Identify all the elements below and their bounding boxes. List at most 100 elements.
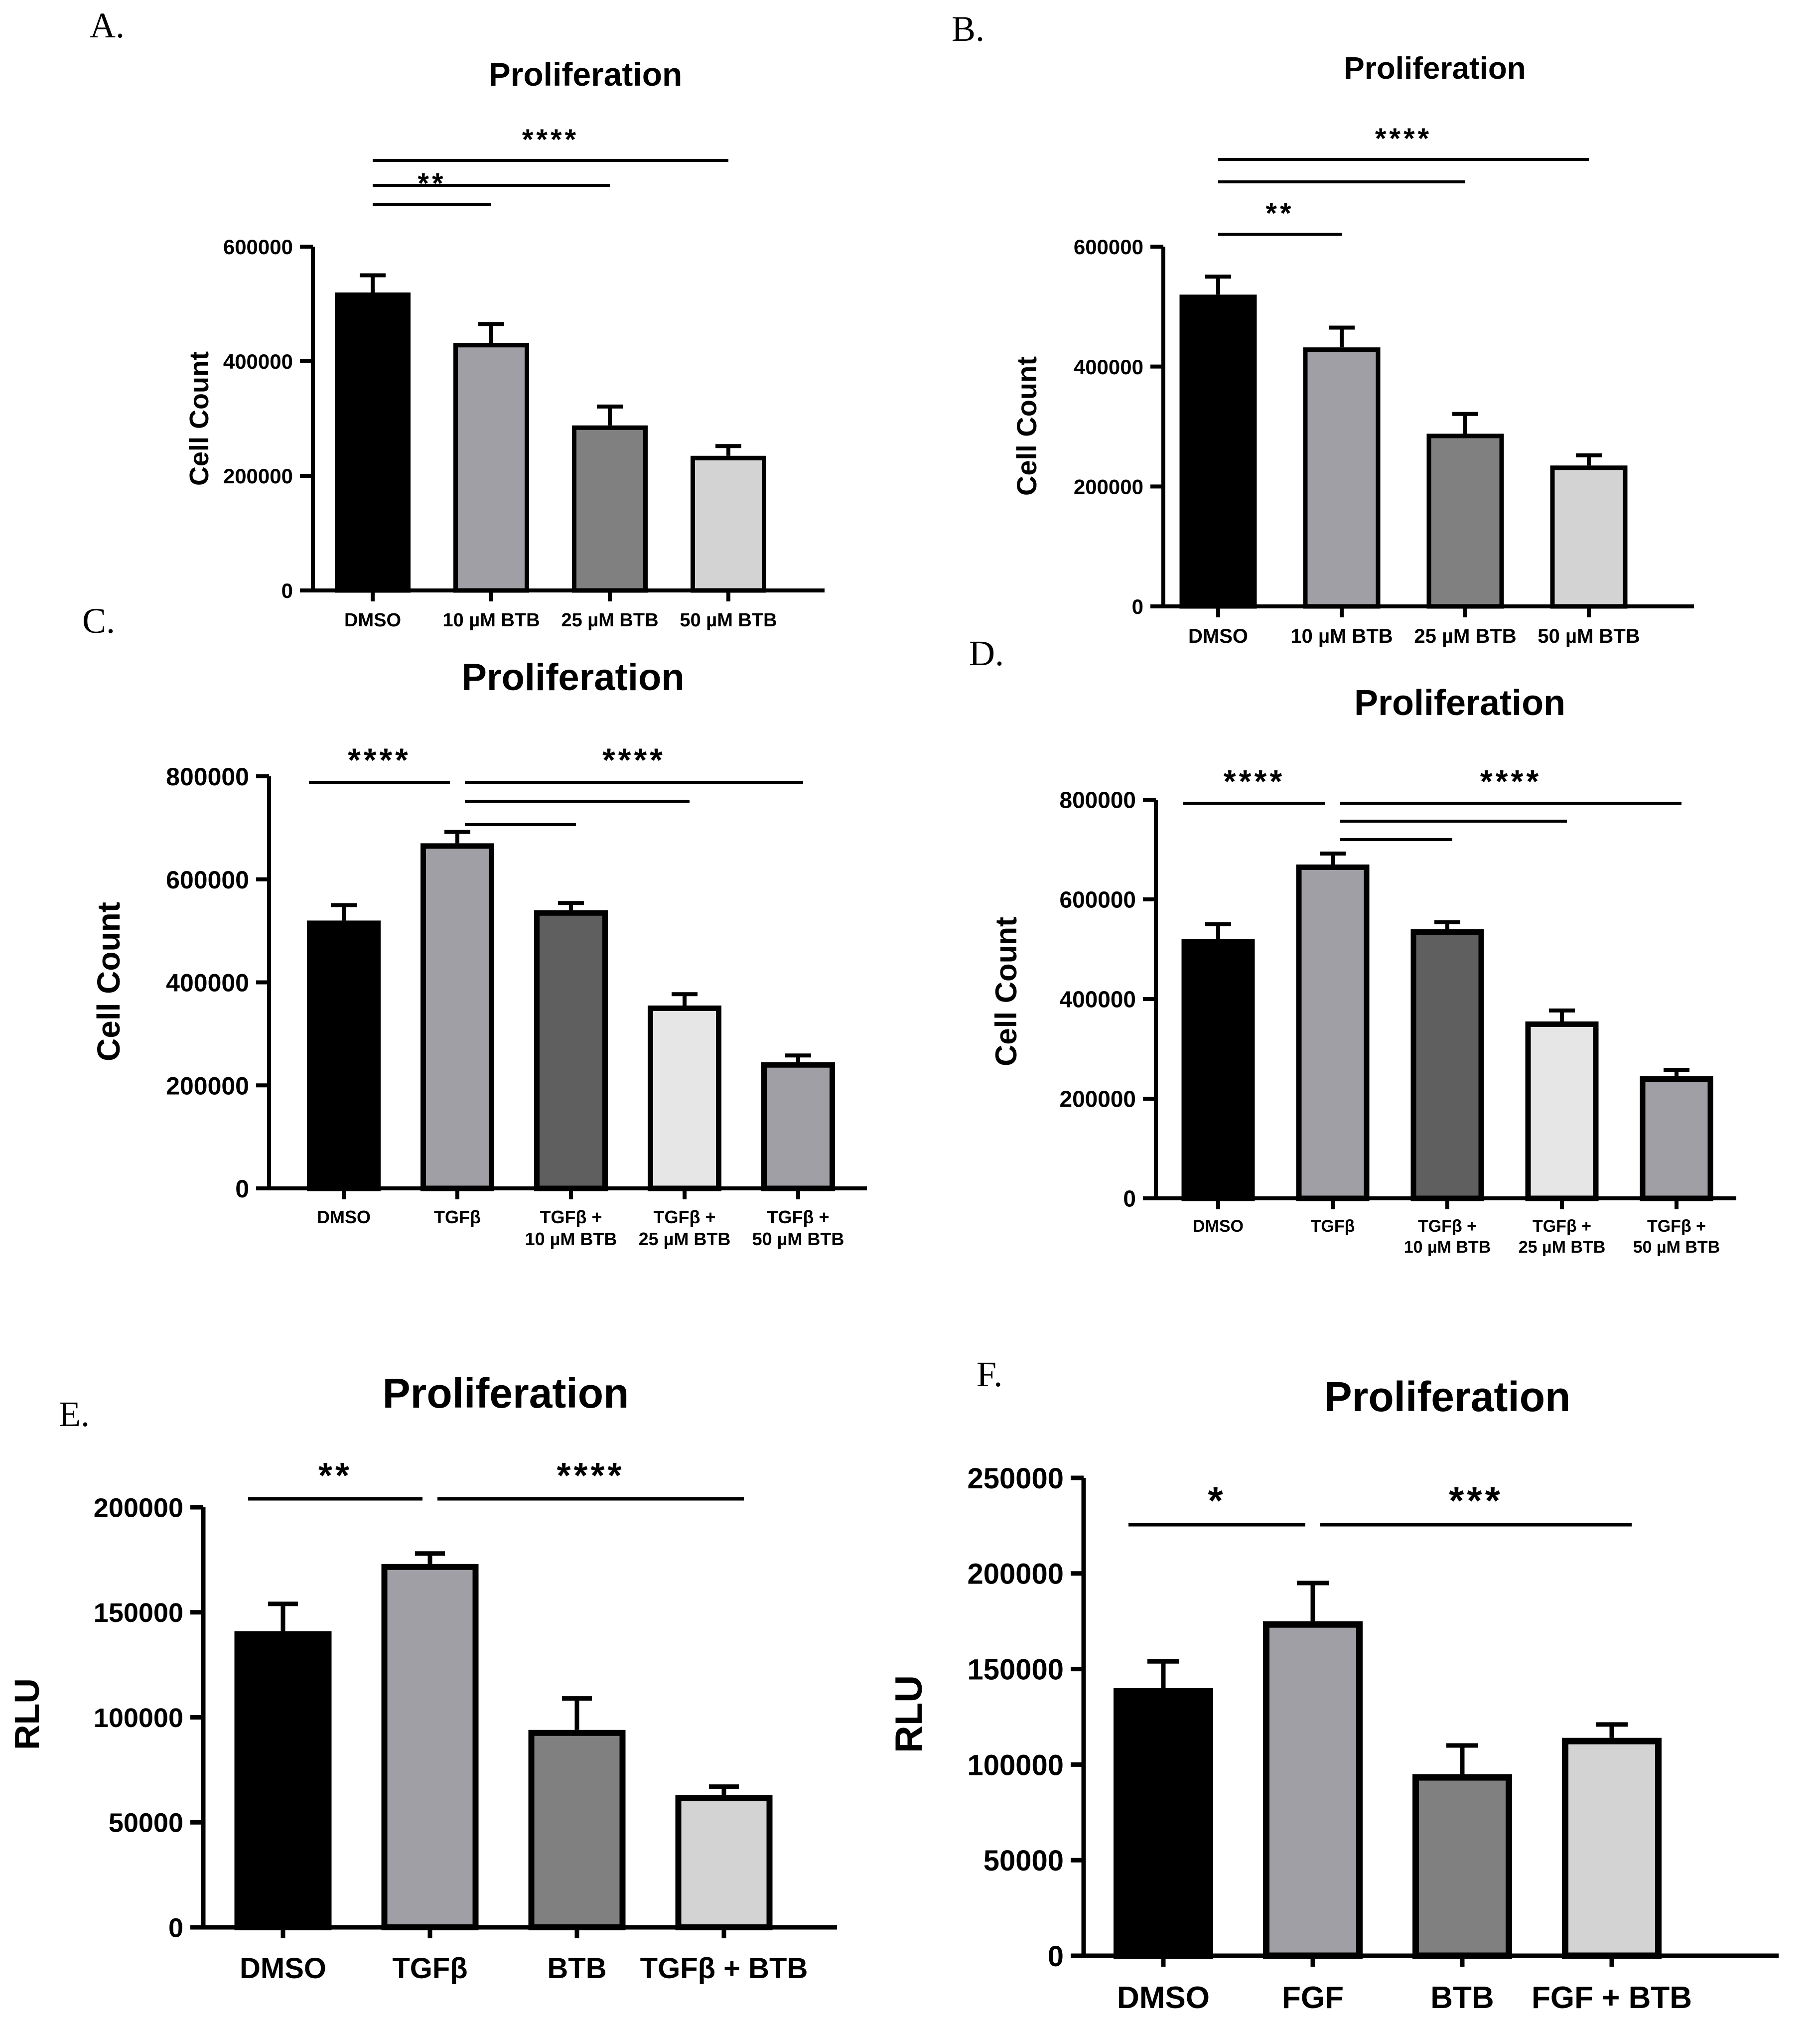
panel-c-bar-3 <box>534 910 608 1191</box>
panel-d-category-label: TGFβ <box>1311 1217 1355 1236</box>
panel-f-significance-label: *** <box>1449 1478 1503 1522</box>
panel-a-y-tick-label: 200000 <box>223 464 293 488</box>
panel-d-category-label: 25 µM BTB <box>1519 1238 1606 1257</box>
panel-d-category-label: DMSO <box>1193 1217 1244 1236</box>
panel-c-title: Proliferation <box>461 656 685 699</box>
panel-c-bar-4 <box>648 1006 721 1191</box>
panel-a-plot: 0 200000 400000 600000 DMSO 10 µM BTB 25 µM BT… <box>223 124 825 631</box>
panel-f-y-axis-label: RLU <box>888 1675 930 1753</box>
panel-f-significance-label: * <box>1208 1478 1226 1522</box>
panel-a-y-tick-label: 400000 <box>223 350 293 373</box>
panel-c-category-label: TGFβ + <box>767 1207 830 1227</box>
panel-e-letter: E. <box>59 1394 90 1434</box>
panel-b: B. Proliferation Cell Count <box>952 9 1526 496</box>
panel-c-category-label: 10 µM BTB <box>525 1229 617 1249</box>
panel-e-significance-label: **** <box>557 1456 624 1496</box>
panel-e-title: Proliferation <box>383 1370 629 1417</box>
panel-b-y-tick-label: 200000 <box>1074 475 1143 498</box>
panel-f-category-label: BTB <box>1430 1981 1494 2015</box>
panel-d-y-axis-label: Cell Count <box>989 917 1023 1066</box>
panel-d-bar-1 <box>1181 939 1255 1201</box>
panel-f-bar-1 <box>1114 1688 1213 1959</box>
panel-c-y-tick-label: 200000 <box>166 1072 249 1100</box>
panel-c: C. Proliferation Cell Count <box>82 601 685 1061</box>
panel-e-y-tick-label: 200000 <box>94 1493 183 1523</box>
panel-f-bar-4 <box>1562 1737 1662 1959</box>
panel-d-category-label: TGFβ + <box>1418 1217 1477 1236</box>
panel-f-category-label: FGF <box>1282 1981 1344 2015</box>
panel-b-category-label: DMSO <box>1188 625 1248 647</box>
panel-b-y-axis-label: Cell Count <box>1011 356 1042 496</box>
panel-d-category-label: 50 µM BTB <box>1633 1238 1720 1257</box>
panel-d-letter: D. <box>969 633 1004 673</box>
panel-e-y-tick-label: 100000 <box>94 1703 183 1733</box>
panel-d-y-tick-label: 600000 <box>1060 887 1136 913</box>
panel-b-y-tick-label: 0 <box>1132 595 1143 618</box>
panel-f-y-tick-label: 100000 <box>967 1749 1064 1781</box>
panel-a-letter: A. <box>90 5 125 45</box>
panel-f-category-label: FGF + BTB <box>1532 1981 1692 2015</box>
panel-f-category-label: DMSO <box>1117 1981 1210 2015</box>
panel-b-bar-1 <box>1179 294 1257 609</box>
panel-d-y-tick-label: 200000 <box>1060 1086 1136 1112</box>
panel-d-bar-4 <box>1525 1021 1599 1201</box>
panel-b-letter: B. <box>952 9 984 49</box>
panel-b-y-tick-label: 400000 <box>1074 355 1143 379</box>
panel-a: A. Proliferation Cell Count <box>90 5 682 486</box>
panel-a-bar-2 <box>453 343 529 593</box>
panel-c-bar-2 <box>420 843 494 1191</box>
panel-b-significance-label: ** <box>1265 197 1294 230</box>
panel-a-significance-label: ** <box>418 167 446 200</box>
panel-b-bar-2 <box>1303 347 1381 609</box>
panel-b-bar-4 <box>1550 465 1628 609</box>
panel-e-bar-2 <box>381 1564 479 1930</box>
panel-c-category-label: 25 µM BTB <box>639 1229 731 1249</box>
panel-f-bar-2 <box>1263 1621 1363 1959</box>
panel-a-bar-4 <box>691 455 766 593</box>
panel-b-significance-label: **** <box>1375 123 1432 155</box>
panel-c-y-tick-label: 0 <box>235 1175 249 1203</box>
panel-c-significance-label: **** <box>348 741 411 778</box>
panel-f-title: Proliferation <box>1324 1373 1571 1420</box>
panel-e-bar-4 <box>675 1795 773 1931</box>
panel-d-title: Proliferation <box>1354 683 1565 723</box>
panel-c-y-axis-label: Cell Count <box>91 902 127 1061</box>
panel-a-title: Proliferation <box>489 56 683 93</box>
panel-d-category-label: 10 µM BTB <box>1404 1238 1491 1257</box>
panel-d-bar-5 <box>1640 1076 1713 1201</box>
panel-d-category-label: TGFβ + <box>1647 1217 1706 1236</box>
panel-a-category-label: DMSO <box>344 610 401 631</box>
panel-e-bar-3 <box>528 1730 626 1931</box>
panel-a-category-label: 25 µM BTB <box>561 610 658 631</box>
panel-f-y-tick-label: 50000 <box>983 1845 1064 1877</box>
panel-e-significance-label: ** <box>318 1456 352 1496</box>
panel-a-y-tick-label: 0 <box>281 579 293 602</box>
panel-a-bar-3 <box>572 425 648 593</box>
panel-a-significance-label: **** <box>522 124 579 156</box>
panel-c-category-label: TGFβ <box>434 1207 481 1227</box>
panel-e-category-label: DMSO <box>240 1952 326 1985</box>
panel-f: F. Proliferation RLU <box>888 1354 1570 1753</box>
panel-e-y-tick-label: 0 <box>168 1913 183 1943</box>
panel-c-bar-5 <box>761 1062 835 1191</box>
panel-f-y-tick-label: 250000 <box>967 1462 1064 1495</box>
panel-d-bar-2 <box>1296 865 1370 1201</box>
panel-a-category-label: 10 µM BTB <box>442 610 540 631</box>
panel-b-y-tick-label: 600000 <box>1074 235 1143 259</box>
panel-e-category-label: TGFβ <box>392 1952 467 1985</box>
panel-d: D. Proliferation Cell Count <box>969 633 1565 1066</box>
panel-c-category-label: TGFβ + <box>540 1207 602 1227</box>
panel-e: E. Proliferation RLU <box>7 1370 629 1750</box>
panel-c-y-tick-label: 600000 <box>166 866 249 894</box>
panel-b-category-label: 10 µM BTB <box>1290 625 1393 647</box>
panel-f-letter: F. <box>977 1354 1002 1394</box>
panel-d-y-tick-label: 800000 <box>1060 787 1136 813</box>
panel-b-title: Proliferation <box>1344 51 1526 86</box>
panel-c-category-label: TGFβ + <box>654 1207 716 1227</box>
panel-c-bar-1 <box>307 920 381 1191</box>
panel-a-category-label: 50 µM BTB <box>680 610 777 631</box>
panel-a-y-tick-label: 600000 <box>223 235 293 259</box>
panel-c-y-tick-label: 800000 <box>166 763 249 791</box>
panel-a-bar-1 <box>335 292 411 593</box>
panel-d-significance-label: **** <box>1480 763 1542 799</box>
